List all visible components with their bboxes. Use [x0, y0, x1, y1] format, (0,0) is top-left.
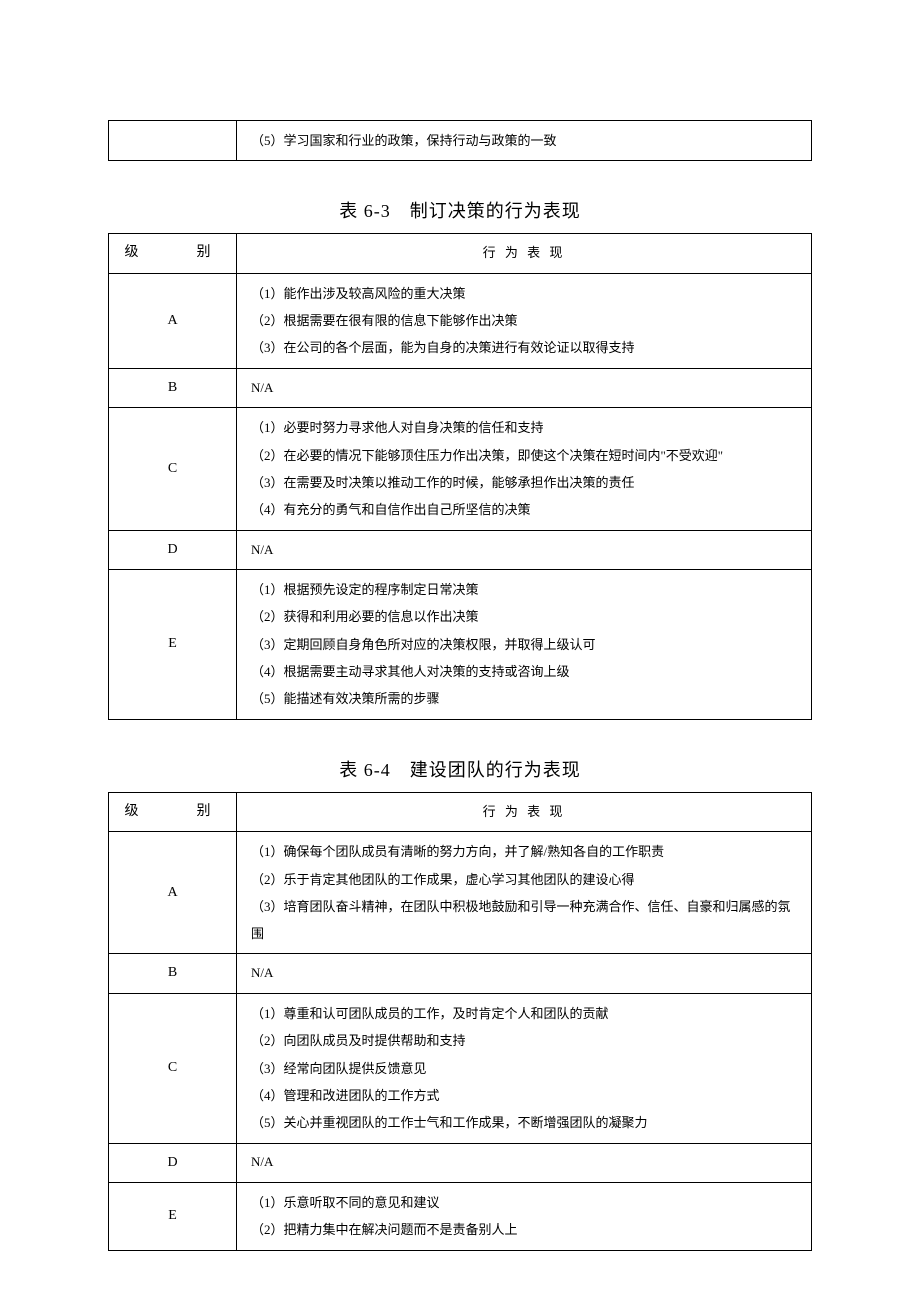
level-cell-empty [109, 121, 237, 161]
behavior-item: （5）能描述有效决策所需的步骤 [251, 685, 799, 712]
behavior-item: （3）在需要及时决策以推动工作的时候，能够承担作出决策的责任 [251, 469, 799, 496]
level-cell: E [109, 1183, 237, 1251]
header-behavior: 行 为 表 现 [237, 792, 812, 832]
level-cell: A [109, 273, 237, 368]
level-cell: A [109, 832, 237, 954]
table-header-row: 级 别 行 为 表 现 [109, 792, 812, 832]
table-row: E （1）根据预先设定的程序制定日常决策 （2）获得和利用必要的信息以作出决策 … [109, 570, 812, 719]
table-row: D N/A [109, 1143, 812, 1183]
behavior-cell: （1）确保每个团队成员有清晰的努力方向，并了解/熟知各自的工作职责 （2）乐于肯… [237, 832, 812, 954]
behavior-item: （1）确保每个团队成员有清晰的努力方向，并了解/熟知各自的工作职责 [251, 838, 799, 865]
table-row: B N/A [109, 954, 812, 994]
behavior-cell: （1）乐意听取不同的意见和建议 （2）把精力集中在解决问题而不是责备别人上 [237, 1183, 812, 1251]
behavior-item: （3）经常向团队提供反馈意见 [251, 1055, 799, 1082]
table-header-row: 级 别 行 为 表 现 [109, 234, 812, 274]
level-cell: D [109, 530, 237, 570]
header-behavior: 行 为 表 现 [237, 234, 812, 274]
behavior-cell-na: N/A [237, 368, 812, 408]
behavior-item: （2）在必要的情况下能够顶住压力作出决策，即使这个决策在短时间内"不受欢迎" [251, 442, 799, 469]
behavior-item: （2）把精力集中在解决问题而不是责备别人上 [251, 1216, 799, 1243]
table-row: C （1）必要时努力寻求他人对自身决策的信任和支持 （2）在必要的情况下能够顶住… [109, 408, 812, 530]
behavior-item: （2）获得和利用必要的信息以作出决策 [251, 603, 799, 630]
behavior-item: （1）乐意听取不同的意见和建议 [251, 1189, 799, 1216]
table-row: A （1）确保每个团队成员有清晰的努力方向，并了解/熟知各自的工作职责 （2）乐… [109, 832, 812, 954]
behavior-item: （1）根据预先设定的程序制定日常决策 [251, 576, 799, 603]
behavior-cell: （1）必要时努力寻求他人对自身决策的信任和支持 （2）在必要的情况下能够顶住压力… [237, 408, 812, 530]
behavior-cell: （1）尊重和认可团队成员的工作，及时肯定个人和团队的贡献 （2）向团队成员及时提… [237, 994, 812, 1143]
table-row: B N/A [109, 368, 812, 408]
header-level: 级 别 [109, 792, 237, 832]
behavior-item: （1）尊重和认可团队成员的工作，及时肯定个人和团队的贡献 [251, 1000, 799, 1027]
behavior-item: （4）根据需要主动寻求其他人对决策的支持或咨询上级 [251, 658, 799, 685]
behavior-item: （2）根据需要在很有限的信息下能够作出决策 [251, 307, 799, 334]
behavior-item: （1）能作出涉及较高风险的重大决策 [251, 280, 799, 307]
table-6-3: 级 别 行 为 表 现 A （1）能作出涉及较高风险的重大决策 （2）根据需要在… [108, 233, 812, 719]
behavior-item: （3）定期回顾自身角色所对应的决策权限，并取得上级认可 [251, 631, 799, 658]
behavior-item: （3）在公司的各个层面，能为自身的决策进行有效论证以取得支持 [251, 334, 799, 361]
behavior-item: （2）向团队成员及时提供帮助和支持 [251, 1027, 799, 1054]
table-row: E （1）乐意听取不同的意见和建议 （2）把精力集中在解决问题而不是责备别人上 [109, 1183, 812, 1251]
level-cell: B [109, 368, 237, 408]
behavior-cell-na: N/A [237, 1143, 812, 1183]
behavior-cell: （1）能作出涉及较高风险的重大决策 （2）根据需要在很有限的信息下能够作出决策 … [237, 273, 812, 368]
behavior-cell: （5）学习国家和行业的政策，保持行动与政策的一致 [237, 121, 812, 161]
level-cell: D [109, 1143, 237, 1183]
level-cell: C [109, 994, 237, 1143]
behavior-item: （4）管理和改进团队的工作方式 [251, 1082, 799, 1109]
behavior-item: （3）培育团队奋斗精神，在团队中积极地鼓励和引导一种充满合作、信任、自豪和归属感… [251, 893, 799, 948]
behavior-item: （2）乐于肯定其他团队的工作成果，虚心学习其他团队的建设心得 [251, 866, 799, 893]
behavior-item: （1）必要时努力寻求他人对自身决策的信任和支持 [251, 414, 799, 441]
behavior-cell-na: N/A [237, 954, 812, 994]
header-level: 级 别 [109, 234, 237, 274]
behavior-cell: （1）根据预先设定的程序制定日常决策 （2）获得和利用必要的信息以作出决策 （3… [237, 570, 812, 719]
table-row: A （1）能作出涉及较高风险的重大决策 （2）根据需要在很有限的信息下能够作出决… [109, 273, 812, 368]
behavior-cell-na: N/A [237, 530, 812, 570]
table-row: C （1）尊重和认可团队成员的工作，及时肯定个人和团队的贡献 （2）向团队成员及… [109, 994, 812, 1143]
behavior-item: （4）有充分的勇气和自信作出自己所坚信的决策 [251, 496, 799, 523]
top-fragment-table: （5）学习国家和行业的政策，保持行动与政策的一致 [108, 120, 812, 161]
table-6-3-title: 表 6-3 制订决策的行为表现 [108, 197, 812, 223]
table-row: （5）学习国家和行业的政策，保持行动与政策的一致 [109, 121, 812, 161]
table-row: D N/A [109, 530, 812, 570]
table-6-4: 级 别 行 为 表 现 A （1）确保每个团队成员有清晰的努力方向，并了解/熟知… [108, 792, 812, 1251]
behavior-item: （5）关心并重视团队的工作士气和工作成果，不断增强团队的凝聚力 [251, 1109, 799, 1136]
level-cell: E [109, 570, 237, 719]
level-cell: C [109, 408, 237, 530]
table-6-4-title: 表 6-4 建设团队的行为表现 [108, 756, 812, 782]
level-cell: B [109, 954, 237, 994]
behavior-item: （5）学习国家和行业的政策，保持行动与政策的一致 [251, 127, 799, 154]
